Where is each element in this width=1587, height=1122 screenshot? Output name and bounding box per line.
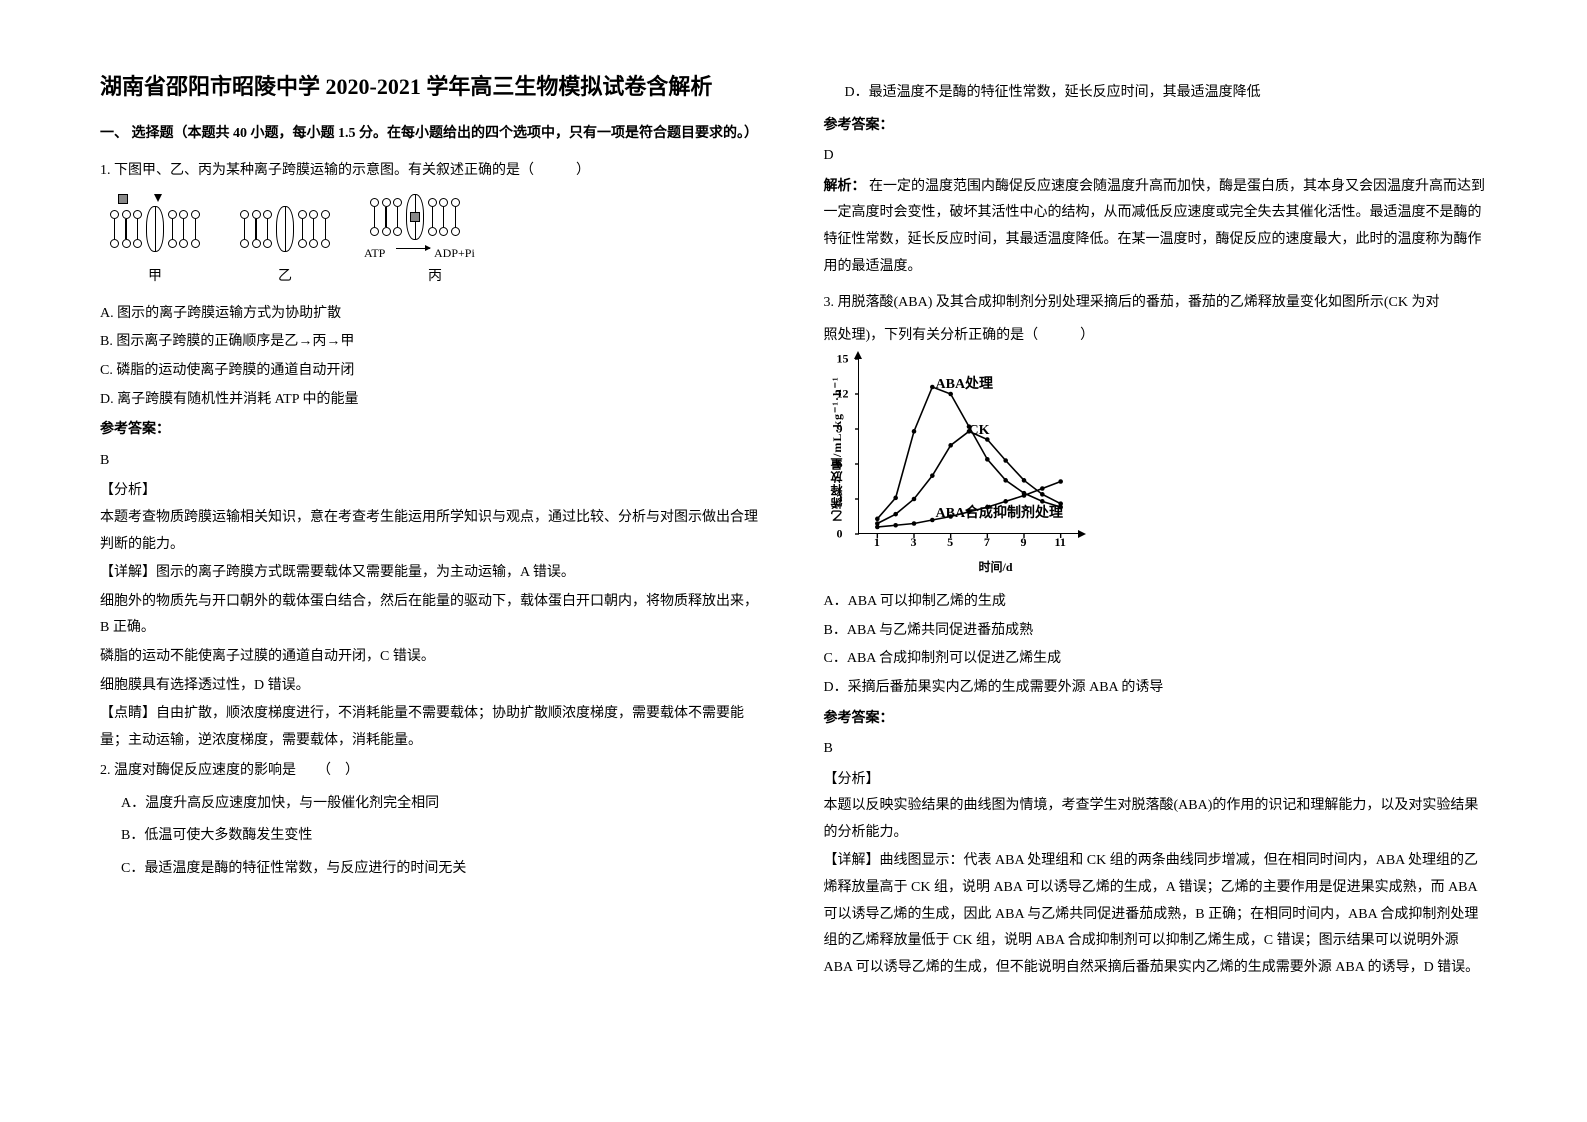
q3-option-b: B．ABA 与乙烯共同促进番茄成熟 xyxy=(824,618,1488,645)
q3-ytick: 9 xyxy=(837,418,843,441)
q2-analysis-text: 在一定的温度范围内酶促反应速度会随温度升高而加快，酶是蛋白质，其本身又会因温度升… xyxy=(824,179,1486,274)
section-text: 分。在每小题给出的四个选项中，只有一项是符合题目要求的。） xyxy=(359,126,758,141)
section-1-heading: 一、 选择题（本题共 40 小题，每小题 1.5 分。在每小题给出的四个选项中，… xyxy=(100,121,764,148)
q2-option-b: B．低温可使大多数酶发生变性 xyxy=(121,823,764,850)
q2-answer: D xyxy=(824,143,1488,170)
q3-ytick: 12 xyxy=(837,383,849,406)
section-score: 1.5 xyxy=(338,126,356,141)
q1-detail-p4: 细胞膜具有选择透过性，D 错误。 xyxy=(100,673,764,700)
section-text: 小题，每小题 xyxy=(251,126,335,141)
q3-ytick: 6 xyxy=(837,453,843,476)
q1-subfig-jia: 甲 xyxy=(110,204,200,291)
q2-stem: 2. 温度对酶促反应速度的影响是 （ ） xyxy=(100,758,764,785)
q3-analysis-label: 【分析】 xyxy=(824,767,1488,794)
q1-subfig-yi: 乙 xyxy=(240,204,330,291)
q3-option-a: A．ABA 可以抑制乙烯的生成 xyxy=(824,589,1488,616)
q3-xtick: 3 xyxy=(911,531,917,554)
q3-series-label: ABA处理 xyxy=(936,372,994,399)
q3-xtick: 9 xyxy=(1021,531,1027,554)
q2-answer-label: 参考答案： xyxy=(824,113,1488,140)
q3-option-c: C．ABA 合成抑制剂可以促进乙烯生成 xyxy=(824,646,1488,673)
q2-option-a: A．温度升高反应速度加快，与一般催化剂完全相同 xyxy=(121,791,764,818)
q1-label-bing: 丙 xyxy=(428,264,442,291)
atp-label-left: ATP xyxy=(364,242,385,265)
q3-option-d: D．采摘后番茄果实内乙烯的生成需要外源 ABA 的诱导 xyxy=(824,675,1488,702)
q2-analysis-label: 解析： xyxy=(824,179,866,194)
q1-stem: 1. 下图甲、乙、丙为某种离子跨膜运输的示意图。有关叙述正确的是（ ） xyxy=(100,158,764,185)
q1-analysis-label: 【分析】 xyxy=(100,478,764,505)
q1-subfig-bing: ATP ADP+Pi 丙 xyxy=(370,192,500,291)
q1-answer-label: 参考答案： xyxy=(100,417,764,444)
q2-option-d: D．最适温度不是酶的特征性常数，延长反应时间，其最适温度降低 xyxy=(845,80,1488,107)
q1-option-a: A. 图示的离子跨膜运输方式为协助扩散 xyxy=(100,301,764,328)
q1-figure: 甲 乙 ATP ADP+Pi 丙 xyxy=(110,192,764,291)
exam-title: 湖南省邵阳市昭陵中学 2020-2021 学年高三生物模拟试卷含解析 xyxy=(100,70,764,103)
q3-ytick: 0 xyxy=(837,523,843,546)
q3-stem-p1: 3. 用脱落酸(ABA) 及其合成抑制剂分别处理采摘后的番茄，番茄的乙烯释放量变… xyxy=(824,290,1488,317)
section-count: 40 xyxy=(233,126,247,141)
q3-ytick: 15 xyxy=(837,348,849,371)
q1-option-b: B. 图示离子跨膜的正确顺序是乙→丙→甲 xyxy=(100,329,764,356)
atp-label-right: ADP+Pi xyxy=(434,242,475,265)
q3-xlabel: 时间/d xyxy=(886,556,1106,579)
q1-option-c: C. 磷脂的运动使离子跨膜的通道自动开闭 xyxy=(100,358,764,385)
q1-detail-p1: 【详解】图示的离子跨膜方式既需要载体又需要能量，为主动运输，A 错误。 xyxy=(100,560,764,587)
section-text: 一、 选择题（本题共 xyxy=(100,126,230,141)
q2-analysis: 解析： 在一定的温度范围内酶促反应速度会随温度升高而加快，酶是蛋白质，其本身又会… xyxy=(824,174,1488,280)
axis-arrow-icon xyxy=(854,351,862,359)
q1-tip: 【点睛】自由扩散，顺浓度梯度进行，不消耗能量不需要载体；协助扩散顺浓度梯度，需要… xyxy=(100,701,764,754)
q2-option-c: C．最适温度是酶的特征性常数，与反应进行的时间无关 xyxy=(121,856,764,883)
q1-answer: B xyxy=(100,448,764,475)
q1-label-jia: 甲 xyxy=(148,264,162,291)
right-column: D．最适温度不是酶的特征性常数，延长反应时间，其最适温度降低 参考答案： D 解… xyxy=(824,70,1488,1082)
q1-detail-p2: 细胞外的物质先与开口朝外的载体蛋白结合，然后在能量的驱动下，载体蛋白开口朝内，将… xyxy=(100,589,764,642)
q3-xtick: 1 xyxy=(874,531,880,554)
q3-xtick: 7 xyxy=(984,531,990,554)
q1-detail-p3: 磷脂的运动不能使离子过膜的通道自动开闭，C 错误。 xyxy=(100,644,764,671)
q3-series-label: ABA合成抑制剂处理 xyxy=(936,501,1064,528)
q3-ytick: 3 xyxy=(837,488,843,511)
left-column: 湖南省邵阳市昭陵中学 2020-2021 学年高三生物模拟试卷含解析 一、 选择… xyxy=(100,70,764,1082)
q1-label-yi: 乙 xyxy=(278,264,292,291)
q1-option-d: D. 离子跨膜有随机性并消耗 ATP 中的能量 xyxy=(100,387,764,414)
q3-stem-p2: 照处理)，下列有关分析正确的是（ ） xyxy=(824,323,1488,350)
q3-analysis-p1: 本题以反映实验结果的曲线图为情境，考查学生对脱落酸(ABA)的作用的识记和理解能… xyxy=(824,793,1488,846)
q3-series-label: CK xyxy=(969,418,990,445)
axis-arrow-icon xyxy=(1078,530,1086,538)
q3-chart: 乙烯释放量/mL·kg⁻¹·h⁻¹ 036912151357911ABA处理CK… xyxy=(830,359,1090,579)
q1-analysis-p1: 本题考查物质跨膜运输相关知识，意在考查考生能运用所学知识与观点，通过比较、分析与… xyxy=(100,505,764,558)
q3-answer: B xyxy=(824,736,1488,763)
q3-answer-label: 参考答案： xyxy=(824,706,1488,733)
q3-xtick: 11 xyxy=(1054,531,1065,554)
q3-detail: 【详解】曲线图显示：代表 ABA 处理组和 CK 组的两条曲线同步增减，但在相同… xyxy=(824,848,1488,981)
q3-xtick: 5 xyxy=(947,531,953,554)
